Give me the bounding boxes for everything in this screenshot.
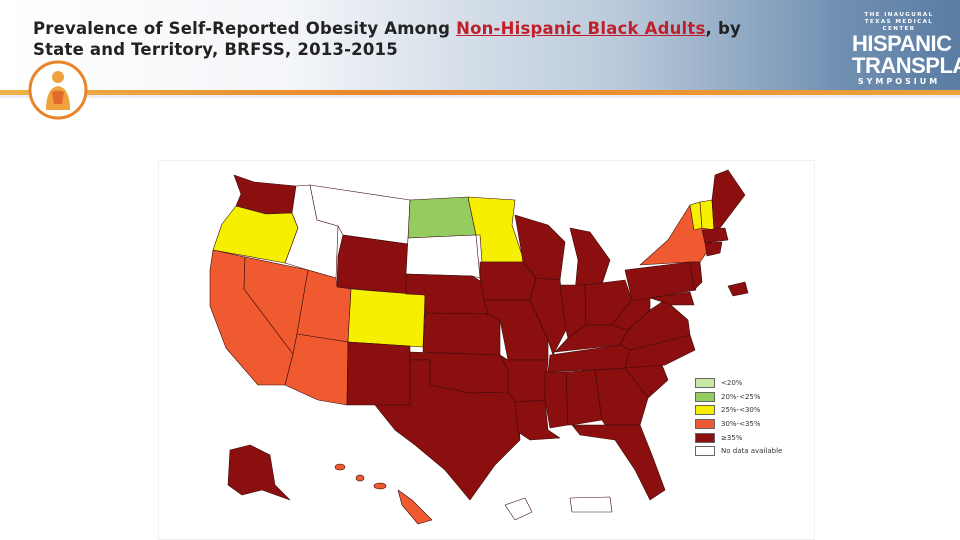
state-NJ <box>689 261 703 291</box>
legend-label: No data available <box>721 447 783 456</box>
state-PR <box>569 496 613 513</box>
state-NM <box>346 341 411 406</box>
legend-swatch <box>695 432 715 443</box>
state-AL <box>565 369 603 426</box>
state-MD <box>649 291 695 306</box>
legend-swatch <box>695 446 715 457</box>
symposium-logo-word2: TRANSPLANT <box>852 53 960 78</box>
state-MA <box>701 227 729 244</box>
legend-row: <20% <box>695 376 782 390</box>
legend-swatch <box>695 418 715 429</box>
legend-row: No data available <box>695 444 782 458</box>
state-WV <box>611 297 651 331</box>
legend-row: 20%-<25% <box>695 390 782 404</box>
legend-swatch <box>695 377 715 388</box>
legend-row: 25%-<30% <box>695 403 782 417</box>
legend-label: 20%-<25% <box>721 392 761 401</box>
title-link[interactable]: Non-Hispanic Black Adults <box>456 19 706 38</box>
state-HI <box>397 489 433 525</box>
legend-swatch <box>695 405 715 416</box>
symposium-logo-line2: TEXAS MEDICAL CENTER <box>864 19 934 32</box>
header-accent-bar <box>0 90 960 95</box>
transplant-badge-icon <box>28 60 88 120</box>
symposium-logo-word1: HISPANIC <box>852 31 952 56</box>
state-ME <box>711 169 746 231</box>
slide-header <box>0 0 960 92</box>
legend-row: ≥35% <box>695 431 782 445</box>
state-ND <box>407 196 477 239</box>
state-TX <box>374 359 521 501</box>
state-FL <box>571 424 666 501</box>
title-suffix: , by <box>705 19 741 38</box>
map-legend: <20% 20%-<25% 25%-<30% 30%-<35% ≥35% No … <box>695 376 782 458</box>
symposium-logo-word3: SYMPOSIUM <box>857 77 941 86</box>
state-MS <box>544 371 569 429</box>
legend-label: ≥35% <box>721 433 743 442</box>
legend-label: 25%-<30% <box>721 406 761 415</box>
title-line2: State and Territory, BRFSS, 2013-2015 <box>33 40 398 59</box>
legend-label: 30%-<35% <box>721 419 761 428</box>
header-shadow-bar <box>0 95 960 98</box>
state-KS <box>422 312 501 356</box>
state-VA <box>619 299 691 351</box>
legend-swatch <box>695 391 715 402</box>
symposium-logo-line1: THE INAUGURAL <box>864 12 934 18</box>
slide-title: Prevalence of Self-Reported Obesity Amon… <box>33 18 823 60</box>
hawaii-islands <box>334 463 387 490</box>
state-NH <box>699 199 715 231</box>
legend-label: <20% <box>721 378 743 387</box>
legend-row: 30%-<35% <box>695 417 782 431</box>
state-CO <box>347 288 426 348</box>
state-GU <box>504 497 533 521</box>
state-WY <box>336 234 409 295</box>
symposium-logo: THE INAUGURAL TEXAS MEDICAL CENTER HISPA… <box>852 12 960 86</box>
state-CT <box>704 241 723 257</box>
state-SD <box>405 234 481 279</box>
state-DC <box>727 281 749 297</box>
title-prefix: Prevalence of Self-Reported Obesity Amon… <box>33 19 457 38</box>
state-AK <box>227 444 291 501</box>
